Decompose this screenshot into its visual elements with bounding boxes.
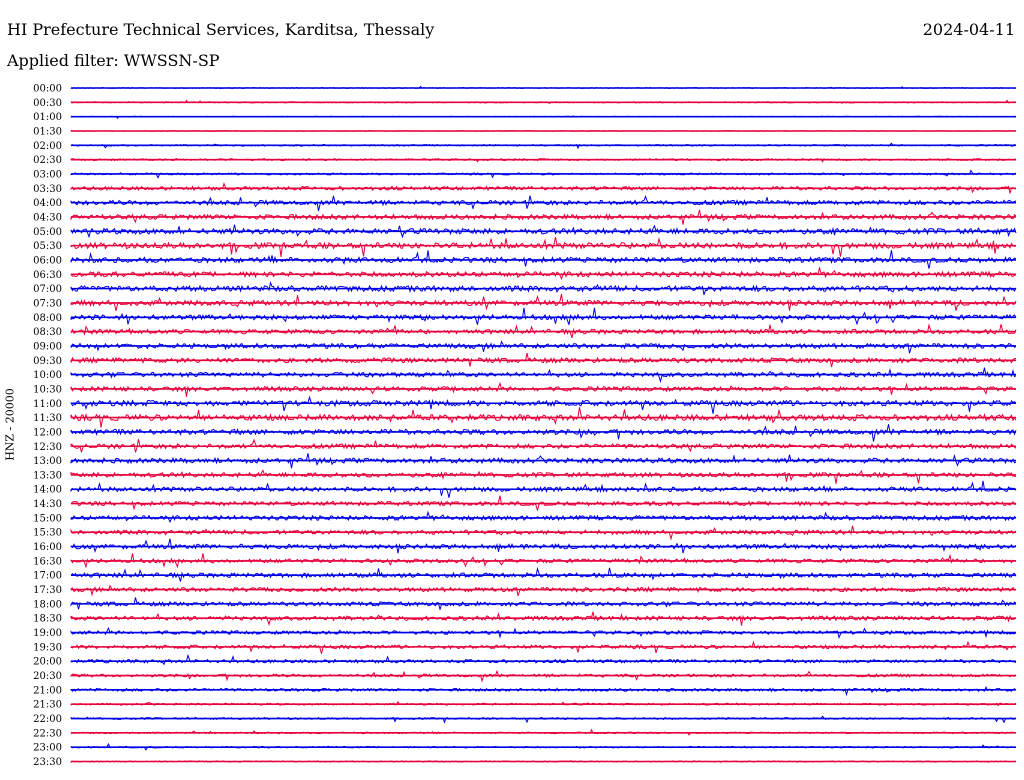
row-time-label: 10:30 bbox=[33, 384, 62, 395]
row-time-label: 22:00 bbox=[33, 714, 62, 725]
row-time-label: 09:30 bbox=[33, 356, 62, 367]
trace-line bbox=[70, 640, 1017, 654]
row-time-label: 11:30 bbox=[33, 413, 62, 424]
row-time-label: 15:30 bbox=[33, 528, 62, 539]
row-time-label: 16:00 bbox=[33, 542, 62, 553]
row-time-label: 14:30 bbox=[33, 499, 62, 510]
row-time-label: 18:30 bbox=[33, 614, 62, 625]
row-time-label: 21:30 bbox=[33, 700, 62, 711]
trace-line bbox=[70, 236, 1016, 257]
row-time-label: 17:30 bbox=[33, 585, 62, 596]
row-time-label: 18:00 bbox=[33, 599, 62, 610]
row-time-label: 05:30 bbox=[33, 241, 62, 252]
row-time-label: 03:00 bbox=[33, 169, 62, 180]
trace-line bbox=[70, 340, 1017, 354]
row-time-label: 04:00 bbox=[33, 198, 62, 209]
row-time-label: 08:00 bbox=[33, 313, 62, 324]
row-time-label: 01:30 bbox=[33, 126, 62, 137]
row-time-label: 08:30 bbox=[33, 327, 62, 338]
row-time-label: 07:30 bbox=[33, 298, 62, 309]
row-time-label: 15:00 bbox=[33, 513, 62, 524]
row-time-label: 22:30 bbox=[33, 728, 62, 739]
row-time-label: 13:00 bbox=[33, 456, 62, 467]
trace-line bbox=[70, 266, 1017, 281]
trace-line bbox=[70, 584, 1017, 597]
row-time-label: 20:30 bbox=[33, 671, 62, 682]
row-time-label: 02:00 bbox=[33, 141, 62, 152]
row-time-label: 05:00 bbox=[33, 227, 62, 238]
row-time-label: 17:00 bbox=[33, 571, 62, 582]
helicorder-plot: 00:00 00:30 01:00 01:30 02:00 02:30 03:00 03:30… bbox=[33, 84, 1017, 768]
filter-label: Applied filter: WWSSN-SP bbox=[7, 51, 220, 70]
row-time-label: 10:00 bbox=[33, 370, 62, 381]
row-time-label: 01:00 bbox=[33, 112, 62, 123]
row-time-label: 00:00 bbox=[33, 84, 62, 95]
trace-line bbox=[70, 424, 1017, 442]
station-title: HI Prefecture Technical Services, Kardit… bbox=[7, 20, 435, 39]
row-time-label: 06:30 bbox=[33, 270, 62, 281]
row-time-label: 03:30 bbox=[33, 184, 62, 195]
row-time-label: 16:30 bbox=[33, 556, 62, 567]
row-time-label: 19:00 bbox=[33, 628, 62, 639]
trace-line bbox=[70, 407, 1017, 428]
trace-line bbox=[70, 495, 1017, 511]
row-time-label: 00:30 bbox=[33, 98, 62, 109]
trace-line bbox=[70, 195, 1017, 212]
row-time-label: 23:30 bbox=[33, 757, 62, 768]
row-time-label: 11:00 bbox=[33, 399, 62, 410]
trace-line bbox=[70, 395, 1017, 414]
row-time-label: 12:00 bbox=[33, 427, 62, 438]
row-time-label: 21:00 bbox=[33, 685, 62, 696]
trace-line bbox=[70, 307, 1017, 326]
trace-line bbox=[70, 182, 1017, 194]
trace-line bbox=[70, 653, 1017, 666]
row-time-label: 20:00 bbox=[33, 657, 62, 668]
trace-line bbox=[70, 381, 1017, 397]
row-time-label: 12:30 bbox=[33, 442, 62, 453]
row-time-label: 19:30 bbox=[33, 642, 62, 653]
row-time-label: 07:00 bbox=[33, 284, 62, 295]
row-time-label: 13:30 bbox=[33, 470, 62, 481]
trace-line bbox=[70, 685, 1017, 697]
date-label: 2024-04-11 bbox=[922, 20, 1015, 39]
row-time-label: 06:00 bbox=[33, 255, 62, 266]
row-time-label: 09:00 bbox=[33, 341, 62, 352]
trace-line bbox=[70, 352, 1017, 368]
row-time-label: 14:00 bbox=[33, 485, 62, 496]
row-time-label: 04:30 bbox=[33, 212, 62, 223]
row-time-label: 23:00 bbox=[33, 743, 62, 754]
row-time-label: 02:30 bbox=[33, 155, 62, 166]
trace-line bbox=[70, 469, 1016, 484]
